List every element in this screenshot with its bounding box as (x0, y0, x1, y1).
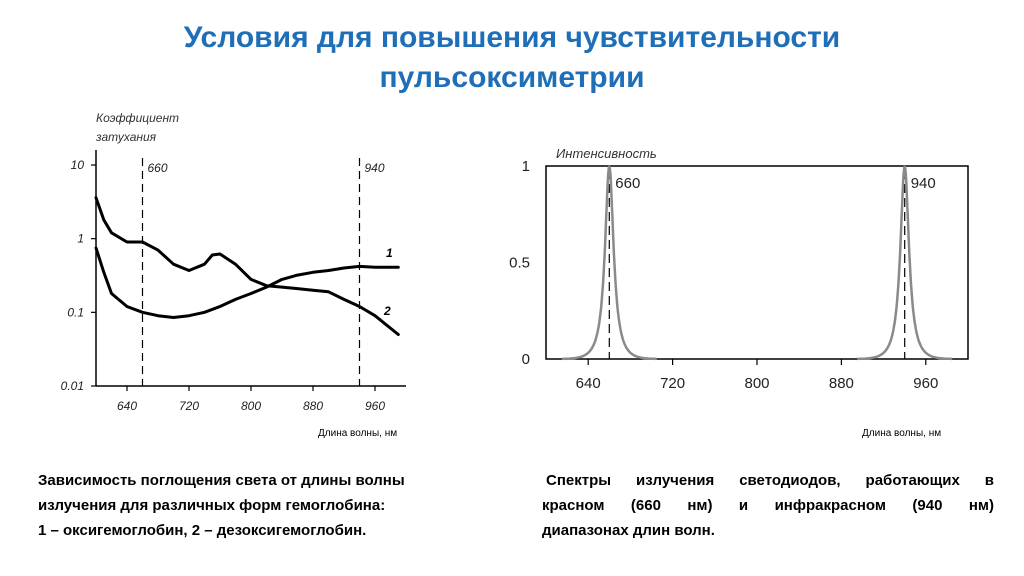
slide-title-line1: Условия для повышения чувствительности (183, 21, 841, 54)
left-caption-line2: излучения для различных форм гемоглобина… (38, 497, 386, 514)
left-xtick-label: 640 (117, 399, 137, 413)
right-caption: Спектры излучения светодиодов, работающи… (542, 468, 994, 543)
right-xtick-label: 800 (744, 375, 769, 392)
left-xtick-label: 720 (179, 399, 199, 413)
right-caption-line2: красном (660 нм) и инфракрасном (940 нм) (542, 497, 994, 514)
slide-title-line2: пульсоксиметрии (379, 61, 645, 94)
right-xtick-label: 640 (576, 375, 601, 392)
left-xtick-label: 880 (303, 399, 323, 413)
right-ytick-label: 0.5 (509, 255, 530, 272)
left-ylabel-line1: Коэффициент (96, 111, 179, 125)
left-marker-label: 660 (148, 161, 168, 175)
slide-title: Условия для повышения чувствительности п… (0, 18, 1024, 98)
left-ytick-label: 0.01 (61, 379, 84, 393)
left-caption-line1: Зависимость поглощения света от длины во… (38, 472, 405, 489)
right-caption-line3: диапазонах длин волн. (542, 522, 715, 539)
right-marker-label: 660 (615, 175, 640, 192)
left-series-label-2: 2 (383, 304, 391, 318)
left-ylabel-line2: затухания (95, 130, 157, 144)
right-caption-line1: Спектры излучения светодиодов, работающи… (546, 472, 994, 489)
left-xlabel: Длина волны, нм (318, 428, 398, 439)
right-xtick-label: 720 (660, 375, 685, 392)
left-xtick-label: 960 (365, 399, 385, 413)
right-peak-line-1 (561, 165, 657, 361)
left-series-line-2 (94, 196, 400, 336)
right-ytick-label: 0 (522, 351, 530, 368)
left-ytick-label: 1 (77, 232, 84, 246)
right-ytick-label: 1 (522, 158, 530, 175)
right-ylabel: Интенсивность (556, 146, 657, 161)
right-xtick-label: 880 (829, 375, 854, 392)
left-marker-label: 940 (365, 161, 385, 175)
left-caption: Зависимость поглощения света от длины во… (38, 468, 458, 543)
left-series-line-1 (94, 246, 400, 319)
left-ytick-label: 10 (71, 158, 85, 172)
absorption-chart: Коэффициент затухания 0.01 0.1 1 10 640 720 80… (61, 111, 406, 413)
right-xtick-label: 960 (913, 375, 938, 392)
left-xtick-label: 800 (241, 399, 261, 413)
right-marker-label: 940 (911, 175, 936, 192)
left-series-label-1: 1 (386, 246, 393, 260)
right-peak-line-2 (857, 165, 953, 361)
left-ytick-label: 0.1 (67, 305, 84, 319)
emission-chart: Интенсивность 0 0.5 1 640 720 800 880 960 660 940 (509, 146, 969, 392)
right-xlabel: Длина волны, нм (862, 428, 942, 439)
left-caption-line3: 1 – оксигемоглобин, 2 – дезоксигемоглоби… (38, 522, 367, 539)
